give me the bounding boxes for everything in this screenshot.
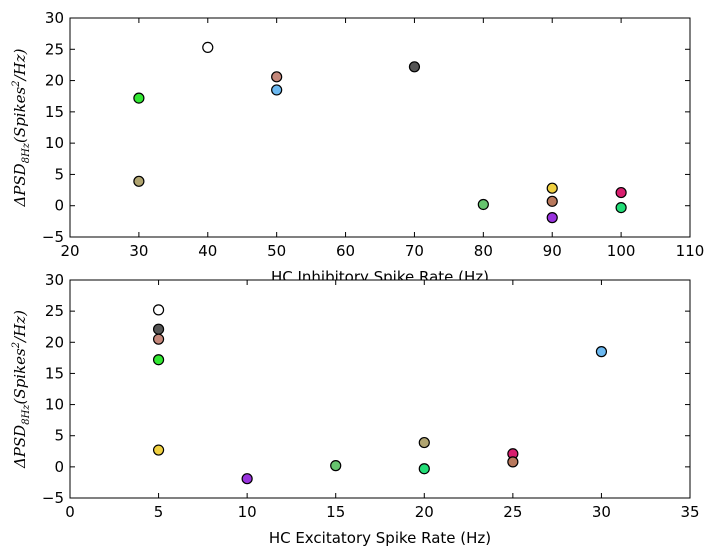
x-tick-label: 40 (198, 242, 217, 260)
x-tick-label: 0 (65, 503, 75, 521)
y-tick-label: 5 (54, 427, 64, 445)
x-tick-label: 15 (326, 503, 345, 521)
data-point (271, 84, 283, 96)
y-tick-label: 15 (45, 364, 64, 382)
data-point (152, 304, 165, 316)
data-point (546, 182, 558, 194)
data-point (202, 41, 214, 54)
data-point (408, 61, 421, 73)
y-axis-label-sup: 2 (11, 80, 22, 87)
data-point (241, 473, 253, 485)
y-tick-label: 10 (45, 396, 64, 414)
plot-area (69, 279, 691, 499)
data-point (133, 92, 145, 104)
x-tick-label: 70 (405, 242, 424, 260)
x-tick-label: 5 (154, 503, 164, 521)
data-point (133, 175, 145, 187)
y-tick-label: 5 (54, 165, 64, 183)
y-tick-label: −5 (42, 228, 64, 246)
y-tick-label: 15 (45, 103, 64, 121)
x-axis-label: HC Excitatory Spike Rate (Hz) (269, 529, 491, 547)
y-axis-label-tail: /Hz) (11, 48, 29, 82)
y-axis-label-main: ΔPSD (11, 163, 29, 207)
data-point (477, 198, 489, 211)
y-axis-label-sub: 8Hz (21, 142, 32, 163)
x-tick-label: 25 (503, 503, 522, 521)
x-tick-label: 110 (676, 242, 705, 260)
data-point (418, 463, 430, 475)
y-tick-label: 0 (54, 197, 64, 215)
x-tick-label: 20 (60, 242, 79, 260)
data-point (330, 460, 342, 472)
y-axis-label-main: ΔPSD (11, 425, 29, 469)
x-tick-label: 35 (680, 503, 699, 521)
data-point (615, 186, 627, 199)
x-tick-label: 10 (238, 503, 257, 521)
x-tick-label: 30 (129, 242, 148, 260)
x-tick-label: 100 (607, 242, 636, 260)
data-point (595, 346, 608, 358)
data-point (152, 444, 165, 456)
y-axis-label-body: (Spikes (11, 86, 29, 142)
data-point (152, 354, 165, 366)
x-tick-label: 80 (474, 242, 493, 260)
y-axis-label-tail: /Hz) (11, 310, 29, 344)
y-axis-label-sub: 8Hz (21, 404, 32, 425)
y-tick-label: 20 (45, 333, 64, 351)
x-tick-label: 60 (336, 242, 355, 260)
data-point (507, 456, 519, 468)
plot-area (69, 17, 691, 238)
y-tick-label: 10 (45, 134, 64, 152)
y-axis-label-sup: 2 (11, 342, 22, 349)
x-tick-label: 50 (267, 242, 286, 260)
y-tick-label: −5 (42, 489, 64, 507)
data-point (615, 201, 627, 214)
y-tick-label: 20 (45, 72, 64, 90)
y-axis-label: ΔPSD8Hz(Spikes2/Hz) (11, 48, 32, 207)
y-tick-label: 25 (45, 40, 64, 58)
data-point (271, 71, 283, 83)
x-tick-label: 30 (592, 503, 611, 521)
x-tick-label: 90 (543, 242, 562, 260)
data-point (546, 212, 558, 224)
y-axis-label: ΔPSD8Hz(Spikes2/Hz) (11, 310, 32, 469)
y-tick-label: 30 (45, 9, 64, 27)
y-tick-label: 25 (45, 302, 64, 320)
data-point (152, 333, 165, 345)
data-point (152, 323, 165, 335)
y-tick-label: 30 (45, 271, 64, 289)
x-tick-label: 20 (415, 503, 434, 521)
data-point (546, 195, 558, 207)
data-point (418, 436, 430, 449)
y-tick-label: 0 (54, 458, 64, 476)
y-axis-label-body: (Spikes (11, 348, 29, 404)
